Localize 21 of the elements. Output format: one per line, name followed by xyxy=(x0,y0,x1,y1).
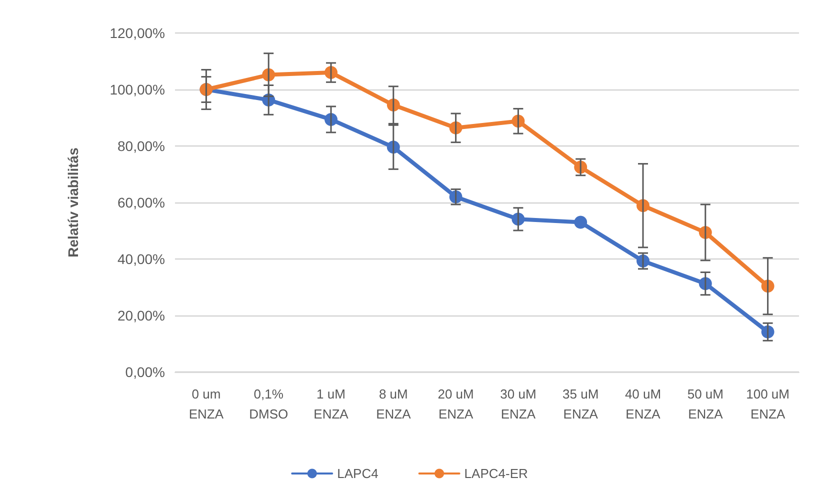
legend-label: LAPC4 xyxy=(337,466,378,481)
y-axis-title: Relatív viabilitás xyxy=(65,147,81,258)
x-tick-label: 50 uM ENZA xyxy=(687,386,724,422)
y-tick-label: 40,00% xyxy=(118,251,165,267)
x-tick-label: 20 uM ENZA xyxy=(438,386,474,422)
x-tick-label: 40 uM ENZA xyxy=(624,386,662,422)
x-tick-label: 35 uM ENZA xyxy=(562,386,599,422)
x-tick-label: 1 uM ENZA xyxy=(314,386,349,422)
y-tick-label: 100,00% xyxy=(110,82,165,98)
y-tick-label: 80,00% xyxy=(118,138,165,154)
y-tick-label: 0,00% xyxy=(125,364,165,380)
y-tick-label: 120,00% xyxy=(110,25,165,41)
x-tick-label: 30 uM ENZA xyxy=(500,386,536,422)
point xyxy=(574,216,588,229)
y-tick-label: 60,00% xyxy=(118,194,165,210)
legend-label: LAPC4-ER xyxy=(464,466,528,481)
x-tick-label: 8 uM ENZA xyxy=(376,386,412,422)
x-tick-label: 0 um ENZA xyxy=(188,386,224,422)
y-tick-label: 20,00% xyxy=(118,308,165,324)
x-tick-label: 0,1% DMSO xyxy=(249,386,288,422)
x-tick-label: 100 uM ENZA xyxy=(746,386,790,422)
